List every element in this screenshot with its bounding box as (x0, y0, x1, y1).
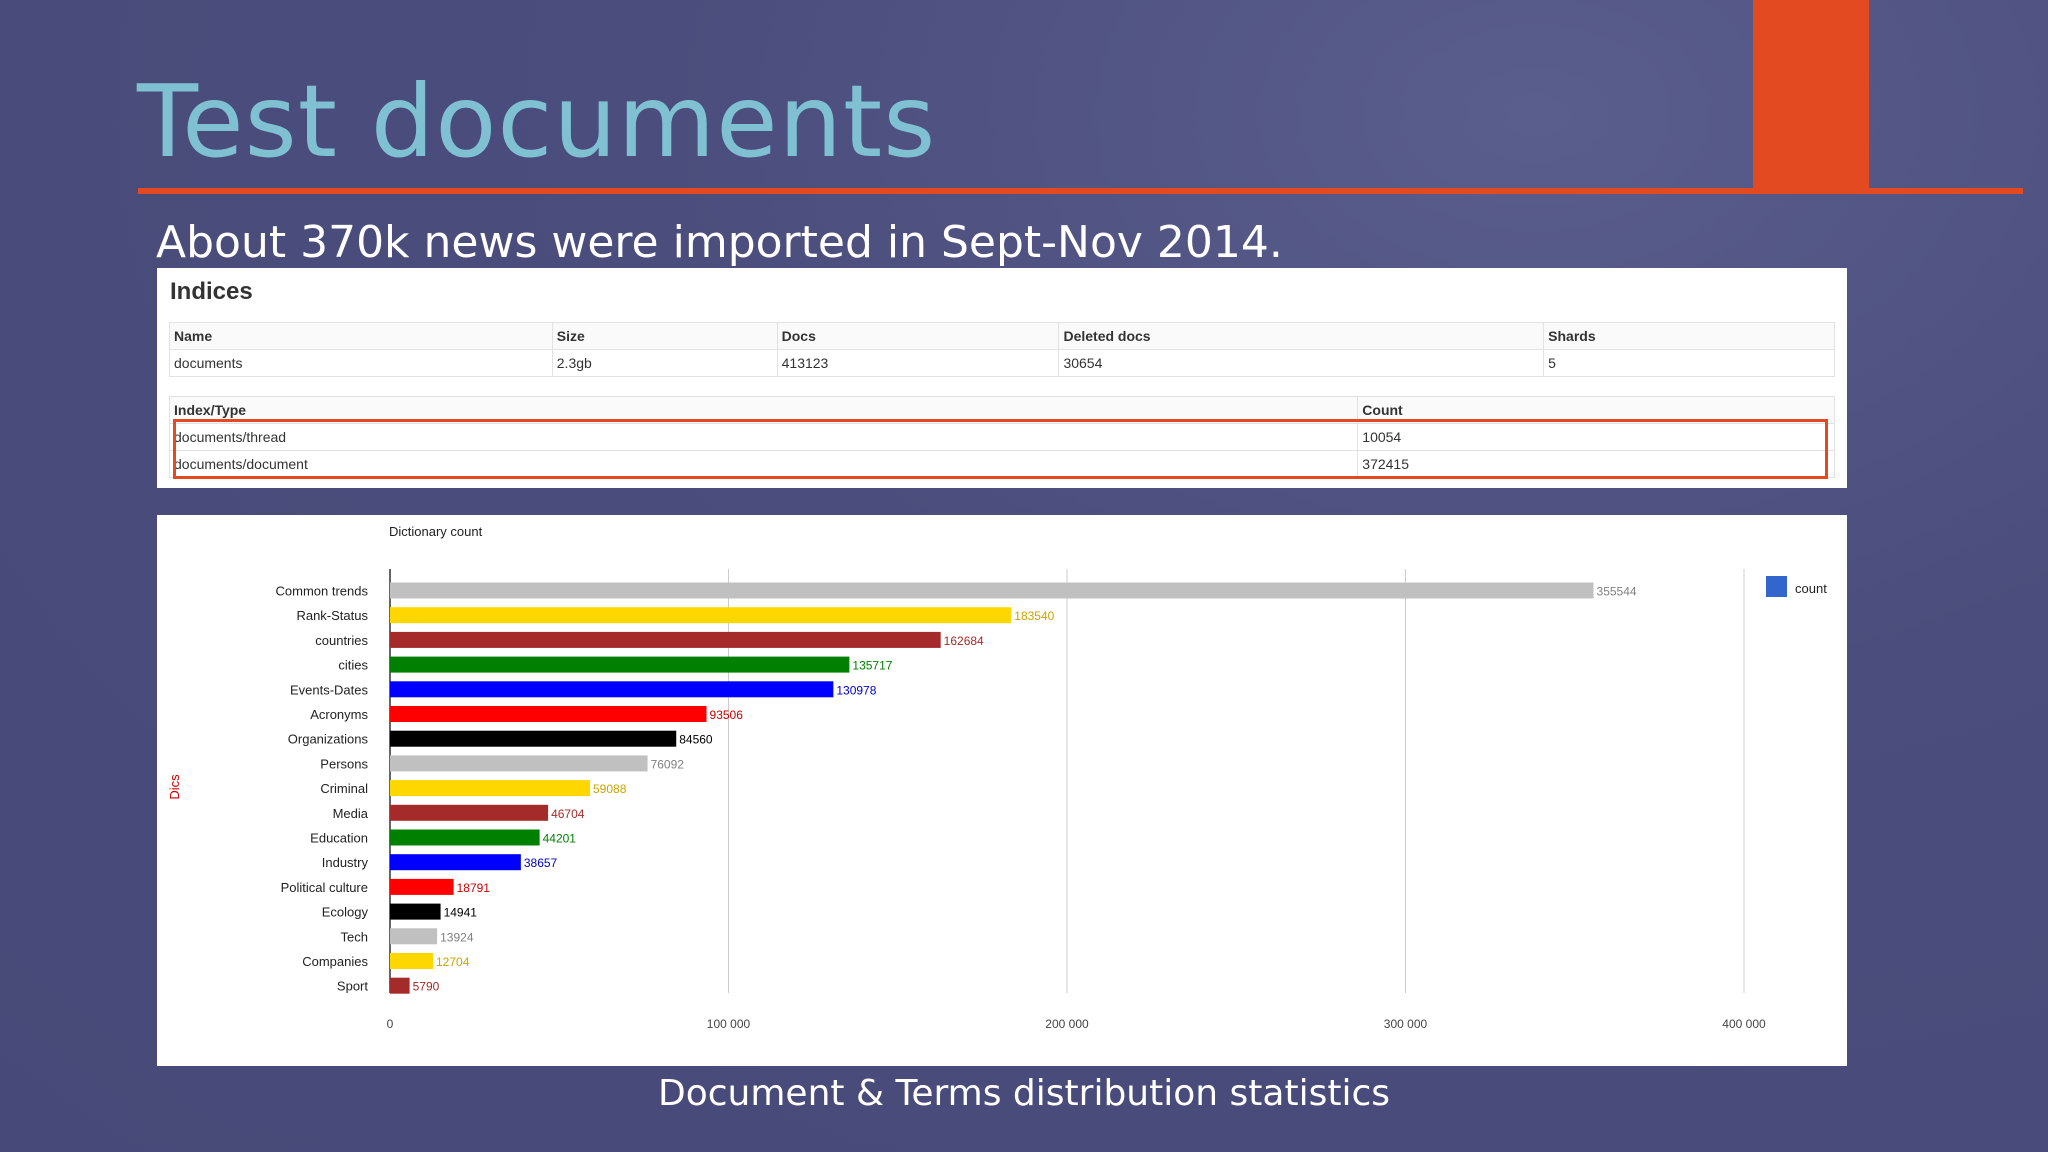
category-label: Tech (341, 929, 368, 944)
type-count-cell: 10054 (1357, 423, 1835, 451)
bar (390, 730, 677, 747)
bar (390, 755, 648, 772)
chart-title: Dictionary count (389, 524, 483, 539)
column-header-size: Size (551, 322, 778, 350)
indices-heading: Indices (170, 278, 253, 305)
category-label: Education (310, 831, 368, 846)
column-header-docs: Docs (776, 322, 1060, 350)
x-tick-label: 200 000 (1045, 1017, 1089, 1031)
category-label: Persons (320, 756, 368, 771)
data-label: 5790 (413, 980, 440, 994)
index-docs-cell: 413123 (776, 349, 1060, 377)
bar (390, 829, 540, 846)
category-label: Media (333, 806, 369, 821)
index-name-cell: documents (169, 349, 553, 377)
bar (390, 607, 1012, 624)
data-label: 130978 (836, 683, 876, 697)
column-header-count: Count (1357, 396, 1835, 424)
data-label: 44201 (543, 832, 577, 846)
data-label: 84560 (679, 733, 713, 747)
column-header-deleted-docs: Deleted docs (1058, 322, 1545, 350)
data-label: 18791 (457, 881, 491, 895)
bar (390, 681, 834, 698)
data-label: 59088 (593, 782, 627, 796)
type-name-cell: documents/document (168, 450, 1359, 478)
category-label: Companies (302, 954, 368, 969)
bar (390, 977, 410, 994)
types-header-row: Index/Type Count (168, 396, 1835, 424)
bar (390, 706, 707, 722)
data-label: 76092 (651, 757, 685, 771)
category-label: countries (315, 633, 368, 648)
slide-subtitle: About 370k news were imported in Sept-No… (156, 217, 1283, 268)
table-row: documents/document 372415 (168, 450, 1835, 478)
category-label: cities (338, 658, 368, 673)
column-header-shards: Shards (1543, 322, 1835, 350)
category-label: Industry (322, 855, 369, 870)
indices-table: Name Size Docs Deleted docs Shards docum… (169, 322, 1835, 377)
index-deleted-docs-cell: 30654 (1058, 349, 1545, 377)
bar (390, 631, 941, 648)
data-label: 135717 (852, 659, 892, 673)
type-count-cell: 372415 (1357, 450, 1835, 478)
category-label: Rank-Status (296, 608, 368, 623)
category-label: Common trends (276, 584, 369, 599)
index-shards-cell: 5 (1543, 349, 1835, 377)
x-tick-label: 300 000 (1384, 1017, 1428, 1031)
category-label: Events-Dates (290, 682, 369, 697)
indices-header-row: Name Size Docs Deleted docs Shards (169, 322, 1835, 350)
column-header-index-type: Index/Type (168, 396, 1359, 424)
data-label: 355544 (1597, 585, 1637, 599)
chart-panel: Dictionary count Dics Common trends Rank-… (157, 515, 1847, 1066)
type-name-cell: documents/thread (168, 423, 1359, 451)
bar (390, 780, 591, 797)
y-axis-label: Dics (167, 774, 182, 800)
legend-label: count (1795, 581, 1827, 596)
index-size-cell: 2.3gb (551, 349, 778, 377)
slide-caption: Document & Terms distribution statistics (658, 1073, 1390, 1114)
category-label: Acronyms (310, 707, 368, 722)
data-label: 13924 (440, 930, 474, 944)
table-row: documents 2.3gb 413123 30654 5 (169, 349, 1835, 377)
data-label: 162684 (944, 634, 984, 648)
table-row: documents/thread 10054 (168, 423, 1835, 451)
x-tick-label: 0 (387, 1017, 394, 1031)
category-label: Ecology (322, 905, 369, 920)
data-label: 12704 (436, 955, 470, 969)
bar (390, 854, 521, 871)
bar (390, 953, 434, 969)
legend-swatch (1766, 576, 1787, 597)
category-label: Political culture (281, 880, 368, 895)
slide-title: Test documents (137, 63, 937, 180)
data-label: 93506 (710, 708, 744, 722)
accent-rectangle (1753, 0, 1869, 190)
bar (390, 804, 549, 821)
x-tick-label: 100 000 (707, 1017, 751, 1031)
category-label: Organizations (288, 732, 369, 747)
category-label: Sport (337, 979, 368, 994)
title-underline (138, 188, 2023, 194)
bar (390, 878, 454, 895)
category-label: Criminal (320, 781, 368, 796)
data-label: 38657 (524, 856, 558, 870)
bar (390, 582, 1594, 599)
bar (390, 656, 850, 673)
x-tick-label: 400 000 (1722, 1017, 1766, 1031)
data-label: 183540 (1014, 609, 1054, 623)
dictionary-count-chart: Dictionary count Dics Common trends Rank-… (167, 524, 1827, 1031)
column-header-name: Name (169, 322, 553, 350)
data-label: 46704 (551, 807, 585, 821)
indices-panel: Indices Name Size Docs Deleted docs Shar… (157, 268, 1847, 488)
bar (390, 903, 441, 920)
data-label: 14941 (444, 906, 478, 920)
bar (390, 928, 438, 945)
types-table: Index/Type Count documents/thread 10054 … (168, 396, 1835, 478)
